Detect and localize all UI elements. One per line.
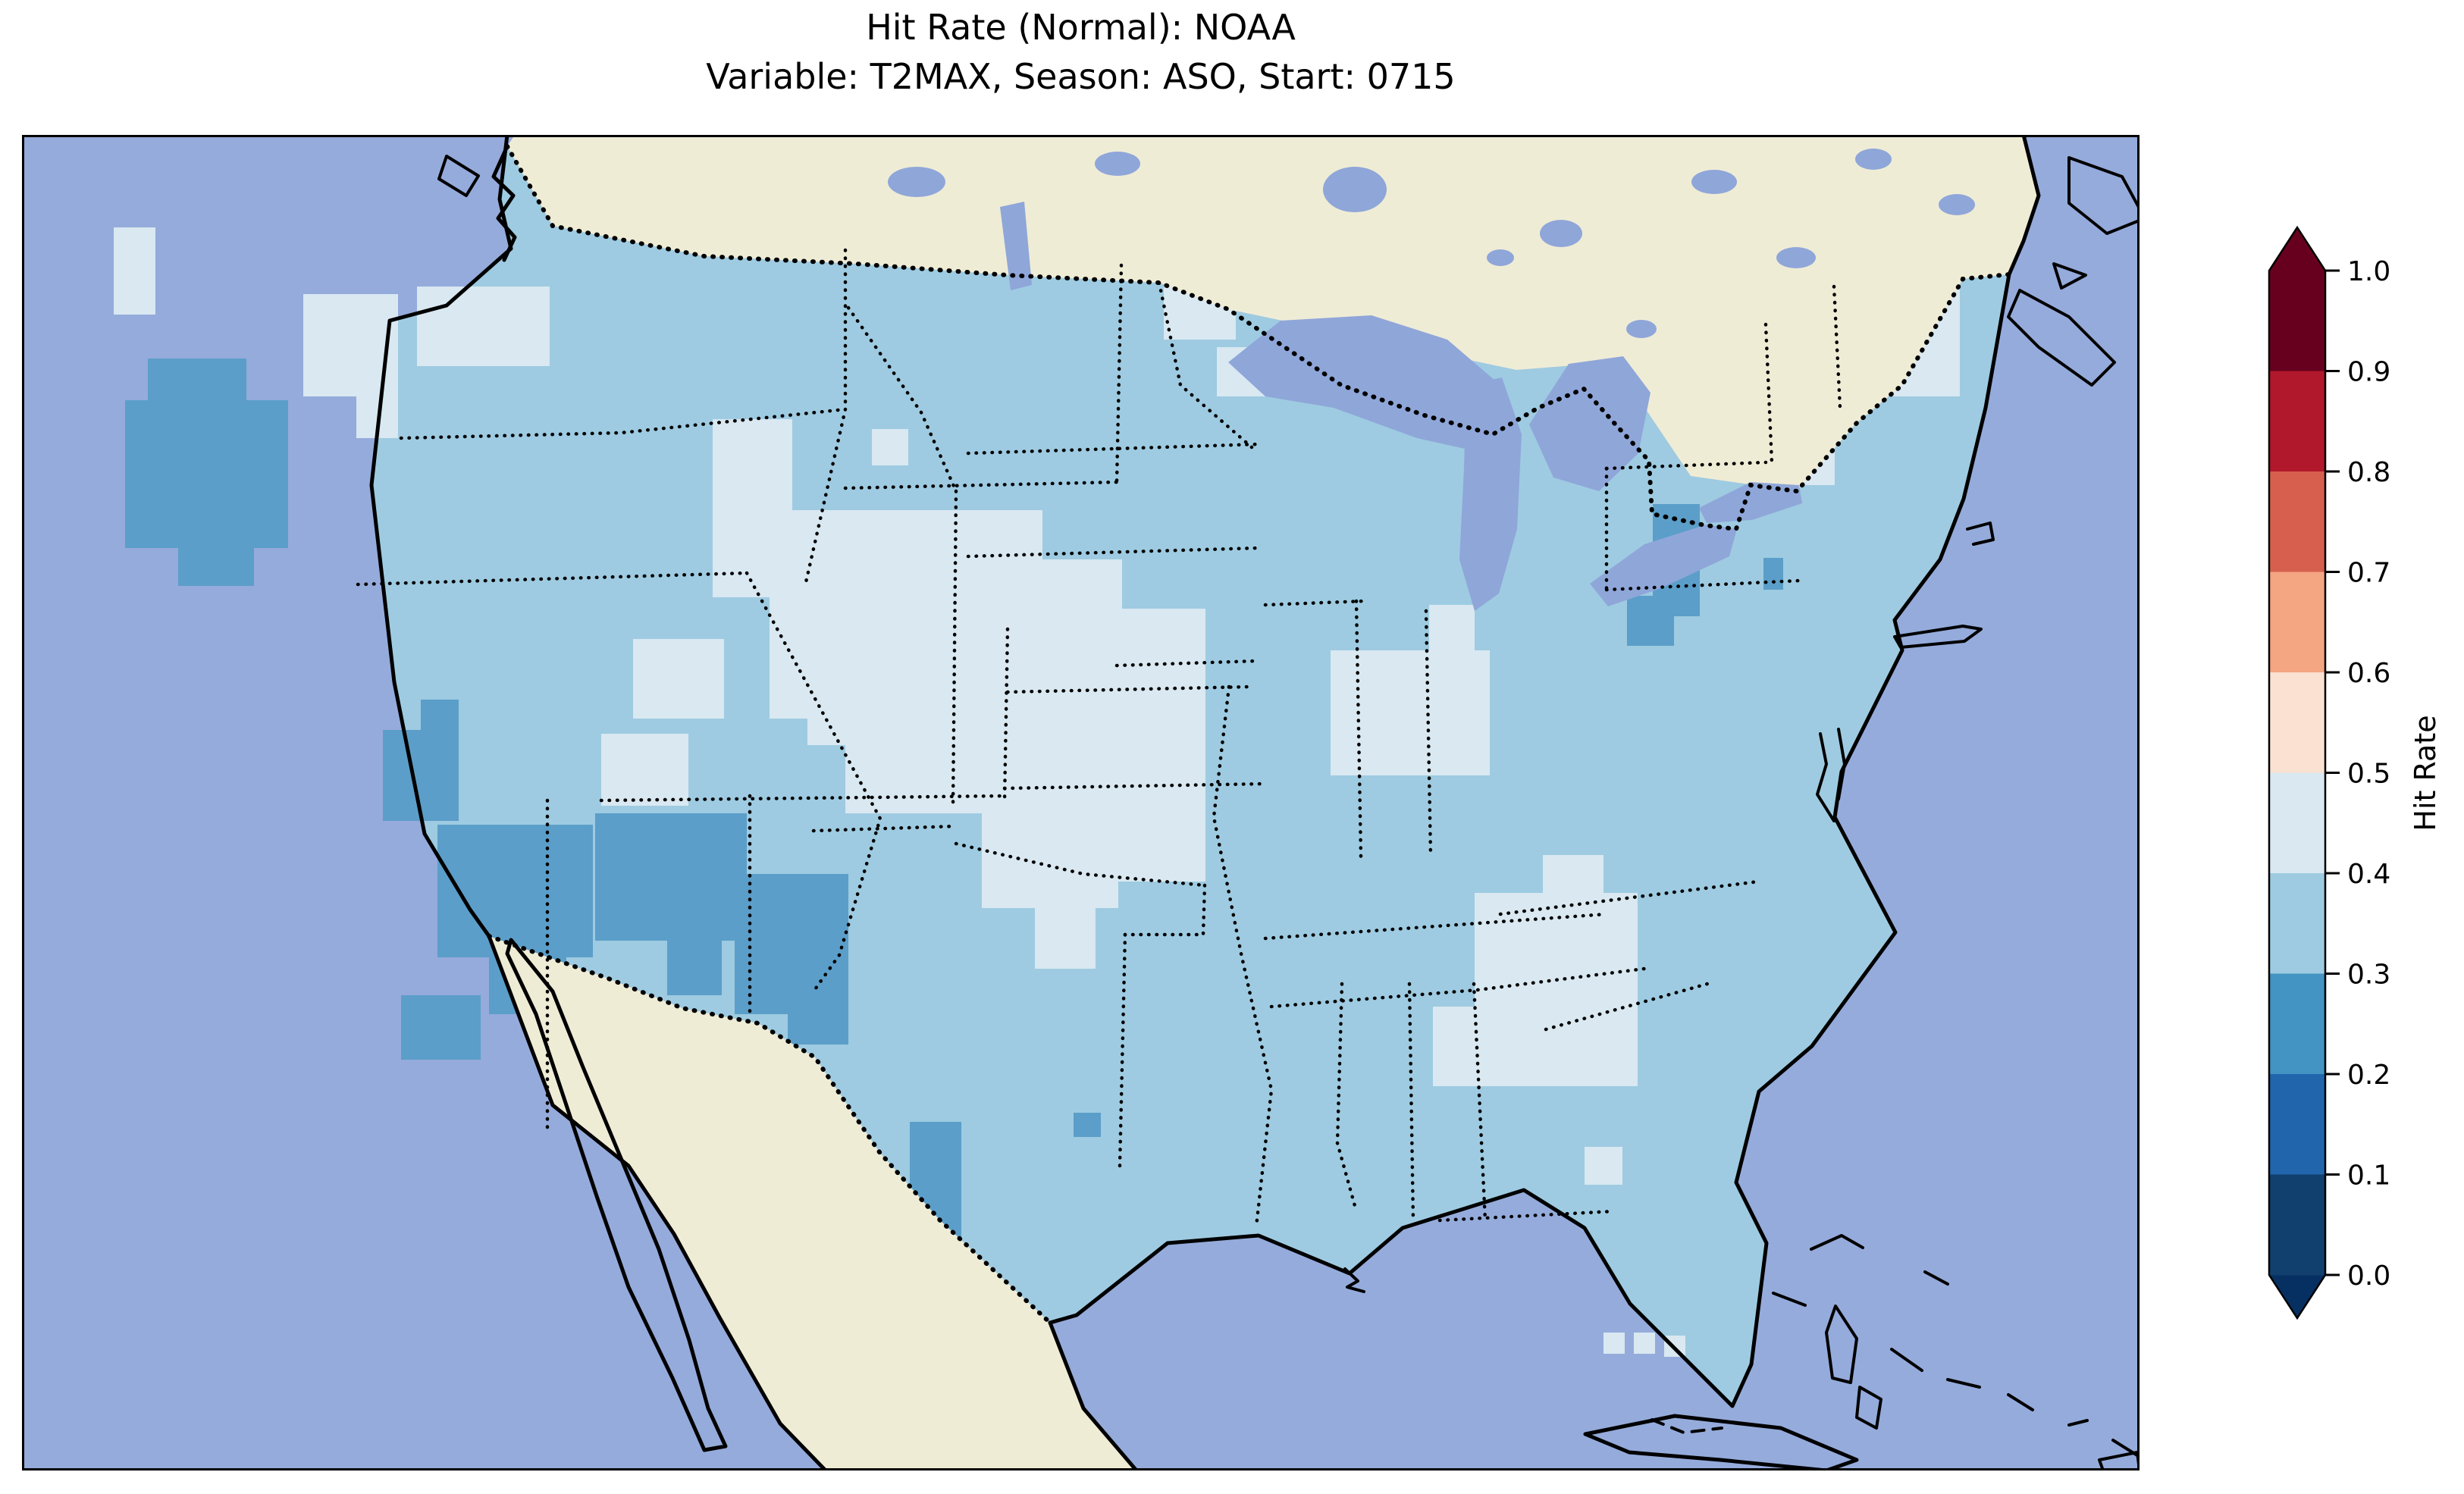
baja-california — [505, 938, 728, 1452]
cell-patch-georgia-carolinas — [1543, 855, 1603, 900]
cell-patch-eastern-new-mexico — [788, 980, 848, 1045]
cell-patch-arizona-new-mexico — [667, 941, 722, 995]
international-borders — [487, 144, 2011, 1325]
colorbar-tick-labels: 1.0 0.9 0.8 0.7 0.6 0.5 0.4 0.3 0.2 0.1 … — [2347, 256, 2390, 1292]
cape-cod — [1966, 521, 1995, 546]
mexico-land — [489, 936, 1136, 1471]
us-canada-border — [505, 144, 2011, 532]
canadian-lakes — [888, 149, 1975, 338]
mexico-pacific-coast — [487, 934, 828, 1471]
chesapeake-bay — [1816, 732, 1835, 822]
svg-text:0.1: 0.1 — [2347, 1160, 2390, 1192]
atlantic-canada-islands — [2007, 156, 2140, 387]
svg-text:0.8: 0.8 — [2347, 457, 2390, 488]
colorbar: 1.0 0.9 0.8 0.7 0.6 0.5 0.4 0.3 0.2 0.1 … — [2268, 225, 2442, 1320]
us-hit-rate-map — [22, 135, 2140, 1471]
cell-patch-iowa-missouri-illinois — [1118, 609, 1205, 882]
cell-patch-georgia-carolinas — [1475, 893, 1638, 1086]
colorbar-under-arrow — [2269, 1275, 2325, 1318]
mexico-gulf-coast — [1048, 1320, 1139, 1471]
cell-patch-northeast-florida — [1585, 1147, 1622, 1185]
cell-patch-florida-offshore — [1603, 1333, 1625, 1354]
cell-patch-ohio-valley — [1331, 650, 1490, 775]
map-frame — [22, 135, 2140, 1471]
colorbar-axis-label: Hit Rate — [2409, 715, 2442, 831]
svg-text:1.0: 1.0 — [2347, 256, 2390, 287]
svg-text:0.5: 0.5 — [2347, 759, 2390, 790]
chart-title-block: Hit Rate (Normal): NOAA Variable: T2MAX,… — [22, 3, 2140, 102]
colorbar-tick-marks — [2325, 269, 2340, 1276]
svg-text:0.3: 0.3 — [2347, 960, 2390, 991]
chart-title: Hit Rate (Normal): NOAA — [866, 7, 1296, 48]
cell-patch-ohio-valley — [1429, 605, 1475, 650]
svg-text:0.2: 0.2 — [2347, 1060, 2390, 1091]
cell-patch-arizona-new-mexico — [437, 825, 593, 957]
svg-text:0.6: 0.6 — [2347, 658, 2390, 689]
cell-patch-arizona-new-mexico — [595, 813, 747, 941]
svg-text:0.7: 0.7 — [2347, 558, 2390, 589]
colorbar-panel: 1.0 0.9 0.8 0.7 0.6 0.5 0.4 0.3 0.2 0.1 … — [2237, 212, 2464, 1349]
cell-patch-eastern-oregon-idaho — [125, 400, 288, 548]
cell-patch-southern-utah — [421, 700, 459, 734]
svg-text:0.4: 0.4 — [2347, 859, 2390, 890]
vancouver-islands — [437, 155, 480, 197]
cell-patch-alabama — [1433, 1007, 1490, 1086]
cell-patch-eastern-oregon-idaho — [178, 544, 254, 586]
cell-patch-iowa-missouri-illinois — [1077, 559, 1122, 628]
cell-patch-coastal-washington — [114, 227, 155, 315]
canada-atlantic-coast — [2007, 135, 2041, 277]
colorbar-segments — [2268, 225, 2327, 1320]
lake-michigan — [1459, 377, 1522, 611]
cell-patch-southern-arizona — [401, 995, 481, 1060]
svg-text:0.9: 0.9 — [2347, 357, 2390, 388]
lake-ontario — [1699, 482, 1802, 523]
cell-patch-four-corners — [601, 734, 688, 806]
cell-patch-new-jersey-coast — [1763, 558, 1783, 590]
us-mexico-border — [487, 934, 1052, 1325]
cell-patch-northern-montana — [417, 287, 550, 366]
cell-patch-iowa-missouri-illinois — [1035, 908, 1096, 969]
cell-patch-colorado-rockies — [633, 639, 724, 719]
cell-patch-pennsylvania-new-york — [1627, 596, 1674, 646]
delaware-bay — [1837, 728, 1846, 800]
mississippi-delta — [1343, 1267, 1365, 1293]
cell-patch-florida-offshore — [1634, 1333, 1655, 1354]
florida-keys — [1651, 1418, 1723, 1434]
colorbar-over-arrow — [2269, 227, 2325, 271]
puget-sound — [491, 144, 517, 262]
map-panel — [22, 135, 2140, 1471]
svg-text:0.0: 0.0 — [2347, 1261, 2390, 1292]
canada-land — [507, 135, 2039, 491]
chart-subtitle: Variable: T2MAX, Season: ASO, Start: 071… — [706, 56, 1456, 98]
lake-erie — [1590, 525, 1737, 606]
coastlines — [369, 135, 2041, 1471]
cell-patch-louisiana-cell — [1074, 1113, 1101, 1137]
caribbean-islands — [1583, 1234, 2140, 1471]
cell-patch-dakotas-cell — [872, 429, 908, 465]
state-borders — [356, 248, 1842, 1229]
lake-huron — [1529, 356, 1651, 491]
long-island — [1893, 625, 1983, 649]
cell-patch-eastern-oregon-idaho — [148, 359, 246, 404]
